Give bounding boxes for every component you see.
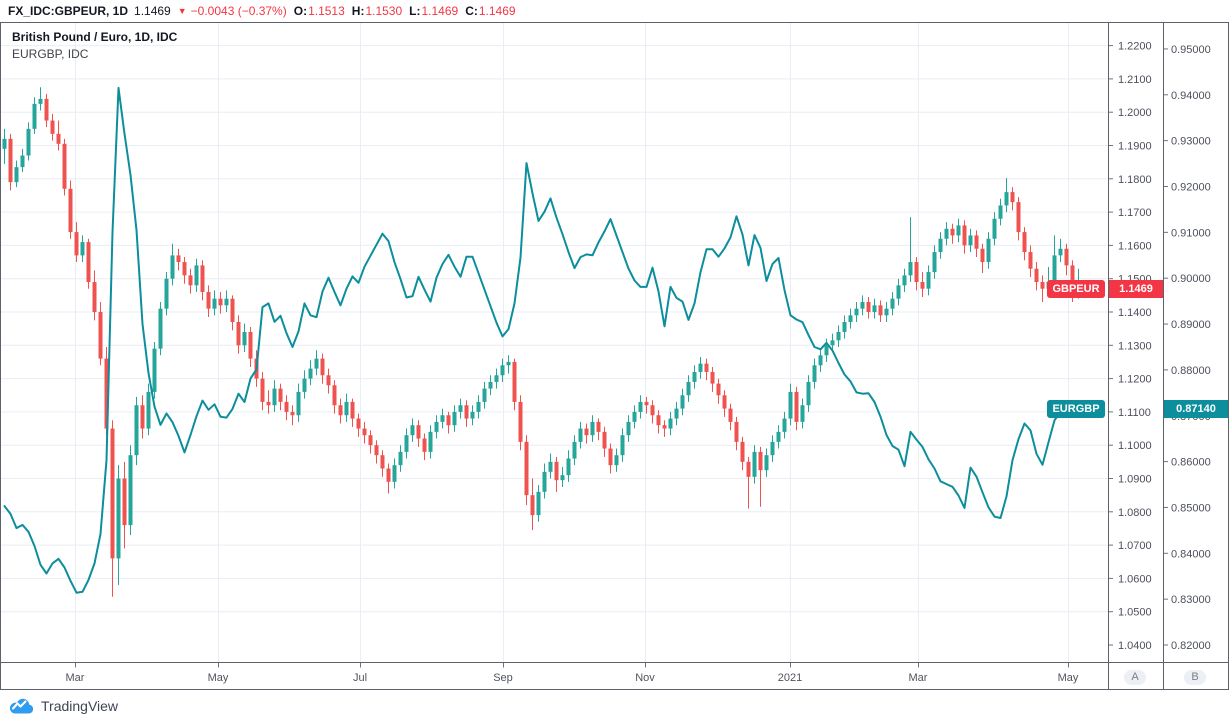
svg-text:0.94000: 0.94000 xyxy=(1171,90,1211,102)
svg-text:May: May xyxy=(208,672,229,684)
svg-text:0.93000: 0.93000 xyxy=(1171,136,1211,148)
symbol-info-bar: FX_IDC:GBPEUR, 1D 1.1469 ▼ −0.0043 (−0.3… xyxy=(0,0,1229,22)
svg-text:Sep: Sep xyxy=(493,672,513,684)
price-chart-canvas[interactable]: 1.2200 1.2100 1.2000 1.1900 1.1800 1.1700 1.16… xyxy=(0,22,1229,690)
legend-overlay-series[interactable]: EURGBP, IDC xyxy=(12,47,89,61)
symbol-title[interactable]: FX_IDC:GBPEUR, 1D xyxy=(8,4,129,18)
close-value: 1.1469 xyxy=(478,4,516,18)
low-label: L: xyxy=(409,4,421,18)
svg-text:0.91000: 0.91000 xyxy=(1171,227,1211,239)
svg-text:1.1400: 1.1400 xyxy=(1118,307,1152,319)
svg-text:Mar: Mar xyxy=(66,672,85,684)
svg-text:1.1600: 1.1600 xyxy=(1118,240,1152,252)
chart-area: 1.2200 1.2100 1.2000 1.1900 1.1800 1.1700 1.16… xyxy=(0,22,1229,690)
svg-text:0.89000: 0.89000 xyxy=(1171,319,1211,331)
legend-main-series[interactable]: British Pound / Euro, 1D, IDC xyxy=(12,30,178,44)
svg-text:0.84000: 0.84000 xyxy=(1171,548,1211,560)
svg-text:1.1000: 1.1000 xyxy=(1118,440,1152,452)
svg-text:0.86000: 0.86000 xyxy=(1171,457,1211,469)
tradingview-branding[interactable]: TradingView xyxy=(8,697,118,715)
svg-text:Mar: Mar xyxy=(909,672,928,684)
svg-text:Nov: Nov xyxy=(635,672,655,684)
tradingview-logo-text: TradingView xyxy=(41,698,119,714)
svg-text:1.0400: 1.0400 xyxy=(1118,640,1152,652)
svg-text:May: May xyxy=(1058,672,1079,684)
svg-text:0.90000: 0.90000 xyxy=(1171,273,1211,285)
eurgbp-price-badge: 0.87140 xyxy=(1164,400,1228,418)
svg-text:1.1900: 1.1900 xyxy=(1118,141,1152,153)
open-label: O: xyxy=(293,4,308,18)
eurgbp-series-tag: EURGBP xyxy=(1047,400,1105,418)
svg-text:1.1100: 1.1100 xyxy=(1118,407,1151,419)
svg-text:1.1800: 1.1800 xyxy=(1118,174,1152,186)
low-value: 1.1469 xyxy=(421,4,459,18)
svg-text:1.0900: 1.0900 xyxy=(1118,474,1152,486)
svg-text:1.0800: 1.0800 xyxy=(1118,507,1152,519)
svg-text:0.83000: 0.83000 xyxy=(1171,594,1211,606)
gbpeur-series-tag: GBPEUR xyxy=(1047,280,1105,298)
last-price: 1.1469 xyxy=(134,4,171,18)
scale-a-button[interactable]: A xyxy=(1124,670,1146,685)
svg-text:0.85000: 0.85000 xyxy=(1171,502,1211,514)
price-down-triangle-icon: ▼ xyxy=(177,6,187,16)
open-value: 1.1513 xyxy=(308,4,345,18)
high-label: H: xyxy=(351,4,365,18)
svg-text:0.95000: 0.95000 xyxy=(1171,44,1211,56)
svg-text:1.1200: 1.1200 xyxy=(1118,374,1152,386)
svg-text:0.92000: 0.92000 xyxy=(1171,182,1211,194)
close-label: C: xyxy=(465,4,478,18)
svg-text:0.82000: 0.82000 xyxy=(1171,640,1211,652)
svg-text:0.88000: 0.88000 xyxy=(1171,365,1211,377)
svg-text:1.2100: 1.2100 xyxy=(1118,74,1152,86)
svg-text:1.1700: 1.1700 xyxy=(1118,207,1152,219)
svg-text:1.0600: 1.0600 xyxy=(1118,573,1152,585)
tradingview-logo-icon xyxy=(9,698,34,714)
svg-text:1.0700: 1.0700 xyxy=(1118,540,1152,552)
svg-text:1.0500: 1.0500 xyxy=(1118,607,1152,619)
svg-text:Jul: Jul xyxy=(353,672,367,684)
svg-text:2021: 2021 xyxy=(778,672,802,684)
svg-text:1.2200: 1.2200 xyxy=(1118,41,1152,53)
scale-b-button[interactable]: B xyxy=(1184,670,1206,685)
svg-text:1.2000: 1.2000 xyxy=(1118,107,1152,119)
gbpeur-price-badge: 1.1469 xyxy=(1109,280,1163,298)
svg-text:1.1300: 1.1300 xyxy=(1118,340,1152,352)
high-value: 1.1530 xyxy=(365,4,403,18)
chart-legend: British Pound / Euro, 1D, IDC EURGBP, ID… xyxy=(12,29,177,63)
price-change: −0.0043 (−0.37%) xyxy=(190,4,287,18)
